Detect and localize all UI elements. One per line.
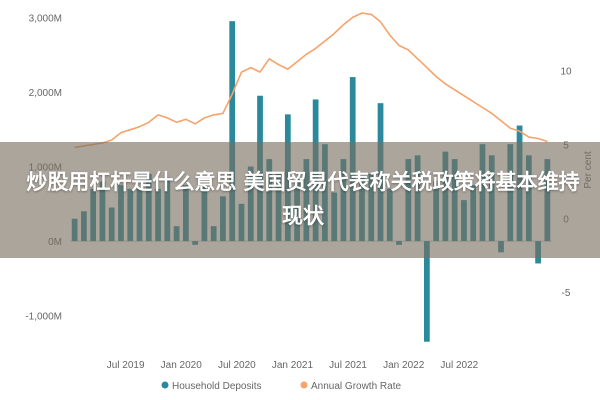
legend-marker-deposits [161, 381, 169, 389]
y-left-tick-label: 3,000M [29, 13, 62, 24]
y-left-tick-label: 2,000M [29, 88, 62, 99]
y-right-tick-label: -5 [562, 288, 571, 299]
x-tick-label: Jul 2020 [218, 360, 256, 371]
y-right-tick-label: 10 [560, 67, 572, 78]
legend-label-deposits: Household Deposits [172, 381, 262, 392]
growth-rate-line [74, 12, 548, 149]
x-tick-label: Jan 2021 [272, 360, 314, 371]
legend-marker-growth [300, 381, 308, 389]
x-tick-label: Jul 2021 [329, 360, 367, 371]
deposit-bar [229, 21, 236, 242]
x-tick-label: Jan 2020 [161, 360, 203, 371]
deposit-bar [423, 241, 430, 342]
x-tick-label: Jul 2019 [107, 360, 145, 371]
headline-banner [0, 142, 600, 258]
x-tick-label: Jan 2022 [383, 360, 425, 371]
y-left-tick-label: -1,000M [25, 312, 62, 323]
x-tick-label: Jul 2022 [440, 360, 478, 371]
headline-text: 炒股用杠杆是什么意思 美国贸易代表称关税政策将基本维持现状 [26, 170, 580, 228]
legend-label-growth: Annual Growth Rate [311, 381, 401, 392]
